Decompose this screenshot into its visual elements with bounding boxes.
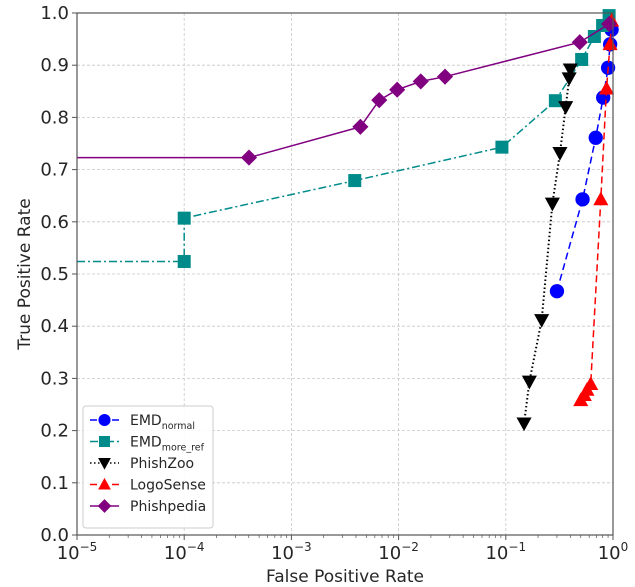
y-tick-label: 0.2 [40,421,69,442]
legend-item: EMDnormal [90,413,195,432]
x-tick-exponent: −3 [294,540,312,554]
legend-label-name: EMD [130,435,162,451]
series-emd-more-ref [77,9,616,268]
y-tick-label: 0.0 [40,525,69,546]
data-point [549,284,565,299]
data-point [583,376,599,390]
y-tick-label: 0.6 [40,212,69,233]
legend-label-name: Phishpedia [130,499,206,515]
data-point [601,15,618,33]
x-tick-label: 10−2 [378,540,419,564]
legend-label: PhishZoo [130,456,194,472]
y-tick-label: 0.9 [40,55,69,76]
legend-label: LogoSense [130,478,206,494]
data-point [575,52,589,66]
legend-label-name: PhishZoo [130,456,194,472]
data-point [575,192,590,207]
x-axis-label: False Positive Rate [266,567,424,587]
data-point [602,36,618,51]
data-point [558,101,574,115]
y-tick-label: 0.8 [40,107,69,128]
data-point [389,81,406,98]
data-point [348,174,362,188]
series-logosense [573,13,620,407]
data-point [534,314,550,328]
y-tick-label: 0.7 [40,160,69,181]
data-point [240,149,258,166]
legend-label: EMDmore_ref [130,435,205,454]
x-tick-label: 10−5 [57,540,98,564]
legend-marker-circle-icon [98,413,111,427]
legend-label-subscript: normal [162,421,195,432]
x-tick-base: 10 [598,543,621,564]
data-point [571,34,588,51]
data-point [587,29,601,43]
legend-item: EMDmore_ref [90,435,205,454]
y-tick-label: 0.3 [40,368,69,389]
x-tick-exponent: −1 [508,540,526,554]
legend-marker-triangle-up-icon [98,477,111,490]
x-tick-label: 10−4 [164,540,205,564]
legend-item: PhishZoo [90,456,194,472]
y-axis-label: True Positive Rate [15,198,35,350]
legend-marker-square-icon [99,436,110,447]
x-tick-base: 10 [164,543,187,564]
y-tick-label: 0.4 [40,316,69,337]
x-tick-exponent: −4 [187,540,205,554]
series-line [580,20,613,401]
x-tick-base: 10 [485,543,508,564]
data-point [548,94,562,108]
data-point [598,80,615,95]
legend-item: LogoSense [90,478,206,494]
series-layer [77,9,620,432]
legend-marker-diamond-icon [97,499,112,513]
data-point [352,118,369,135]
data-point [495,140,509,154]
legend-box [82,405,214,529]
y-tick-label: 0.1 [40,473,69,494]
legend-label-name: EMD [130,413,162,429]
legend-label: Phishpedia [130,499,206,515]
legend-label-name: LogoSense [130,478,206,494]
series-line [77,15,610,263]
data-point [521,375,537,390]
data-point [436,68,454,85]
legend-label: EMDnormal [130,413,195,432]
data-point [371,92,388,109]
x-tick-label: 10−1 [485,540,526,564]
x-tick-label: 100 [598,540,629,564]
x-tick-labels: 10−5 10−4 10−3 10−2 10−1 100 [57,540,629,564]
data-point [177,254,191,268]
x-tick-label: 10−3 [271,540,312,564]
data-point [593,191,609,206]
axis-ticks [72,12,614,540]
y-tick-labels: 0.0 0.1 0.2 0.3 0.4 0.5 0.6 0.7 0.8 0.9 1.0 [40,3,69,546]
x-tick-base: 10 [57,543,80,564]
data-point [552,147,568,161]
data-point [412,73,429,90]
series-phishpedia [77,15,618,166]
y-tick-label: 0.5 [40,264,69,285]
legend-item: Phishpedia [90,499,206,515]
x-tick-base: 10 [271,543,294,564]
data-point [562,63,578,78]
x-tick-exponent: −2 [401,540,419,554]
x-tick-exponent: −5 [80,540,98,554]
legend: EMDnormalEMDmore_refPhishZooLogoSensePhi… [82,405,214,529]
data-point [516,417,532,432]
series-line [523,69,572,424]
data-point [588,130,603,145]
data-point [561,72,577,87]
legend-label-subscript: more_ref [162,443,205,454]
legend-marker-triangle-down-icon [98,458,111,470]
x-tick-exponent: 0 [621,540,629,554]
y-tick-label: 1.0 [40,3,69,24]
series-line [77,23,610,159]
data-point [177,211,191,225]
x-tick-base: 10 [378,543,401,564]
data-point [544,197,560,212]
series-phishzoo [516,63,578,432]
